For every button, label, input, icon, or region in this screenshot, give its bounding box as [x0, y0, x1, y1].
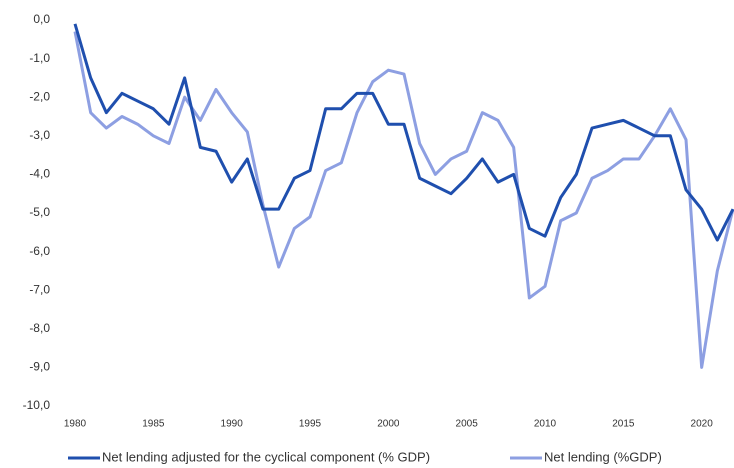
x-tick-label: 2020 — [691, 419, 714, 430]
y-tick-label: -4,0 — [29, 167, 50, 181]
y-tick-label: -9,0 — [29, 360, 50, 374]
x-tick-label: 2010 — [534, 419, 557, 430]
x-tick-label: 2015 — [612, 419, 635, 430]
y-tick-label: -3,0 — [29, 128, 50, 142]
series-line — [73, 23, 734, 242]
x-tick-label: 1985 — [142, 419, 165, 430]
x-tick-label: 1990 — [221, 419, 244, 430]
y-tick-label: -10,0 — [23, 398, 51, 412]
legend-label: Net lending adjusted for the cyclical co… — [102, 449, 430, 464]
y-tick-label: -6,0 — [29, 244, 50, 258]
y-tick-label: -5,0 — [29, 205, 50, 219]
y-tick-label: 0,0 — [33, 12, 50, 26]
x-tick-label: 1980 — [64, 419, 87, 430]
y-tick-label: -7,0 — [29, 282, 50, 296]
y-tick-label: -1,0 — [29, 51, 50, 65]
x-tick-label: 1995 — [299, 419, 322, 430]
x-tick-label: 2000 — [377, 419, 400, 430]
legend-label: Net lending (%GDP) — [544, 449, 662, 464]
series-line — [73, 31, 734, 369]
y-tick-label: -2,0 — [29, 89, 50, 103]
y-tick-label: -8,0 — [29, 321, 50, 335]
x-tick-label: 2005 — [456, 419, 479, 430]
